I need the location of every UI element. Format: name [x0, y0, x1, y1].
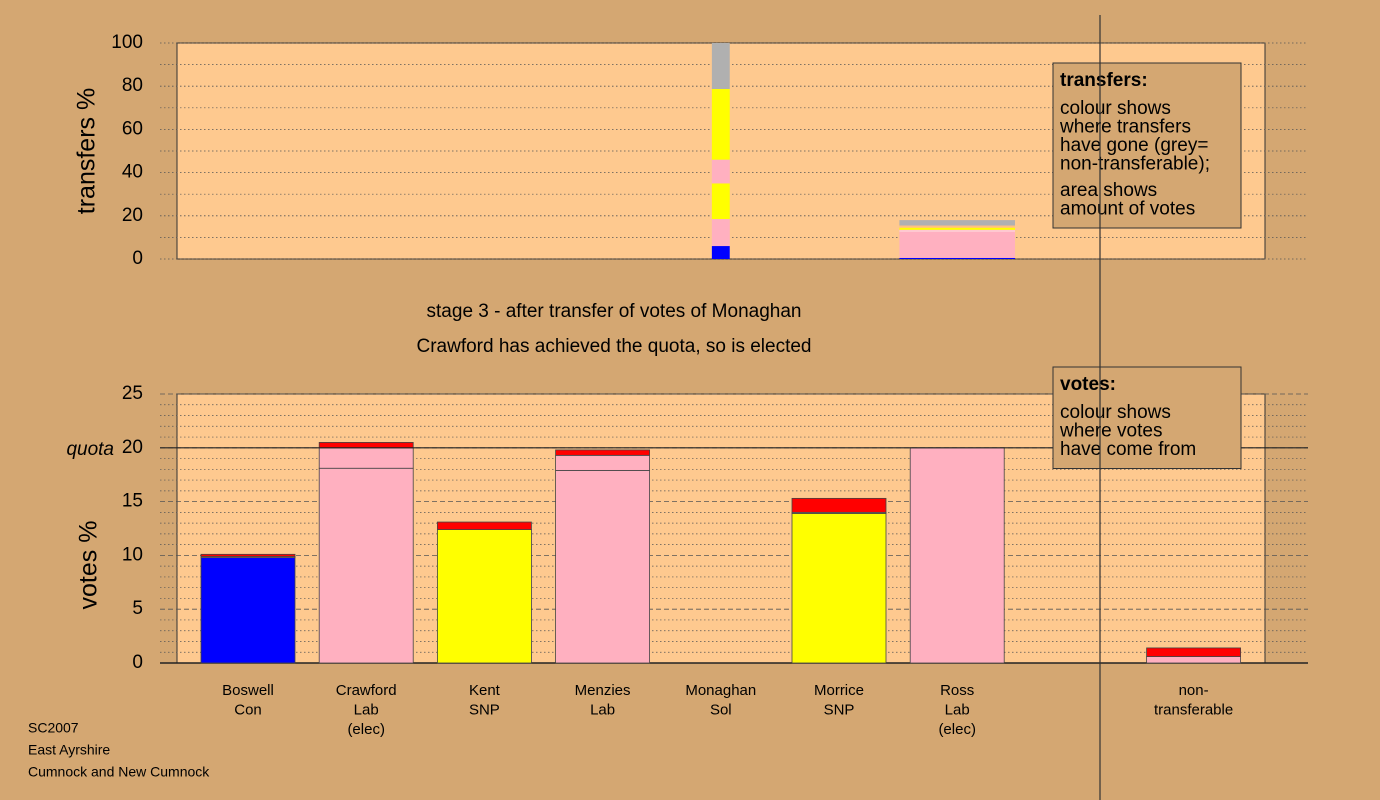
legend-text: non-transferable); [1060, 154, 1210, 175]
y-tick-label: 10 [122, 544, 143, 565]
transfer-segment [899, 227, 1016, 230]
y-axis-label: transfers % [73, 88, 101, 214]
x-tick-label: Kent [469, 682, 501, 699]
x-tick-label: Ross [940, 682, 974, 699]
x-tick-label: Lab [590, 701, 615, 718]
x-tick-label: (elec) [938, 721, 976, 738]
bar-segment [555, 454, 650, 471]
x-tick-label: Lab [945, 701, 970, 718]
x-tick-label: Crawford [336, 682, 397, 699]
bar-segment [909, 447, 1005, 664]
x-tick-label: (elec) [347, 721, 385, 738]
bar-segment [318, 467, 414, 664]
x-tick-label: Morrice [814, 682, 864, 699]
y-tick-label: 20 [122, 437, 143, 458]
footer: SC2007 [28, 720, 79, 736]
bar-segment [555, 469, 650, 664]
x-tick-label: Con [234, 701, 262, 718]
x-tick-label: SNP [469, 701, 500, 718]
bar-segment [436, 521, 532, 530]
y-tick-label: 60 [122, 118, 143, 139]
x-tick-label: Menzies [575, 682, 631, 699]
legend-box [1052, 62, 1242, 229]
chart-subtitle: Crawford has achieved the quota, so is e… [416, 336, 811, 357]
bar-segment [555, 449, 650, 456]
transfer-segment [899, 229, 1016, 232]
transfer-segment [711, 183, 730, 220]
bar-segment [1146, 656, 1241, 664]
bar-segment [318, 447, 414, 469]
y-tick-label: 0 [132, 652, 143, 673]
legend-title: votes: [1060, 374, 1116, 395]
x-tick-label: Lab [354, 701, 379, 718]
transfer-segment [899, 232, 1016, 258]
x-tick-label: transferable [1154, 701, 1233, 718]
transfer-segment [899, 257, 1016, 259]
footer: Cumnock and New Cumnock [28, 764, 210, 780]
bar-segment [436, 529, 532, 664]
legend-text: have gone (grey= [1060, 135, 1208, 156]
legend-text: area shows [1060, 180, 1157, 201]
transfer-segment [899, 220, 1016, 226]
x-tick-label: non- [1179, 682, 1209, 699]
y-tick-label: 25 [122, 383, 143, 404]
legend-text: have come from [1060, 439, 1196, 460]
y-tick-label: 15 [122, 491, 143, 512]
quota-label: quota [66, 439, 114, 460]
x-tick-label: Monaghan [685, 682, 756, 699]
y-tick-label: 5 [132, 598, 143, 619]
y-tick-label: 80 [122, 75, 143, 96]
bar-segment [1146, 647, 1241, 657]
x-tick-label: SNP [824, 701, 855, 718]
legend-title: transfers: [1060, 70, 1148, 91]
footer: East Ayrshire [28, 742, 110, 758]
y-tick-label: 40 [122, 162, 143, 183]
legend-text: where transfers [1059, 117, 1191, 138]
x-tick-label: Sol [710, 701, 732, 718]
y-axis-label: votes % [75, 521, 103, 610]
bar-segment [200, 553, 296, 557]
transfer-segment [711, 89, 730, 160]
y-tick-label: 100 [111, 32, 143, 53]
transfer-segment [711, 43, 730, 90]
transfer-segment [711, 219, 730, 247]
legend-text: colour shows [1060, 402, 1171, 423]
x-tick-label: Boswell [222, 682, 274, 699]
bar-segment [791, 497, 887, 513]
y-tick-label: 0 [132, 248, 143, 269]
chart-title: stage 3 - after transfer of votes of Mon… [427, 301, 802, 322]
legend-text: where votes [1059, 421, 1162, 442]
legend-text: colour shows [1060, 98, 1171, 119]
transfer-segment [711, 246, 730, 259]
legend-box [1052, 366, 1242, 469]
bar-segment [791, 513, 887, 664]
legend-text: amount of votes [1060, 199, 1195, 220]
transfer-segment [711, 159, 730, 184]
y-tick-label: 20 [122, 205, 143, 226]
bar-segment [200, 557, 296, 664]
transfer-segment [899, 225, 1016, 228]
bar-segment [318, 442, 414, 449]
